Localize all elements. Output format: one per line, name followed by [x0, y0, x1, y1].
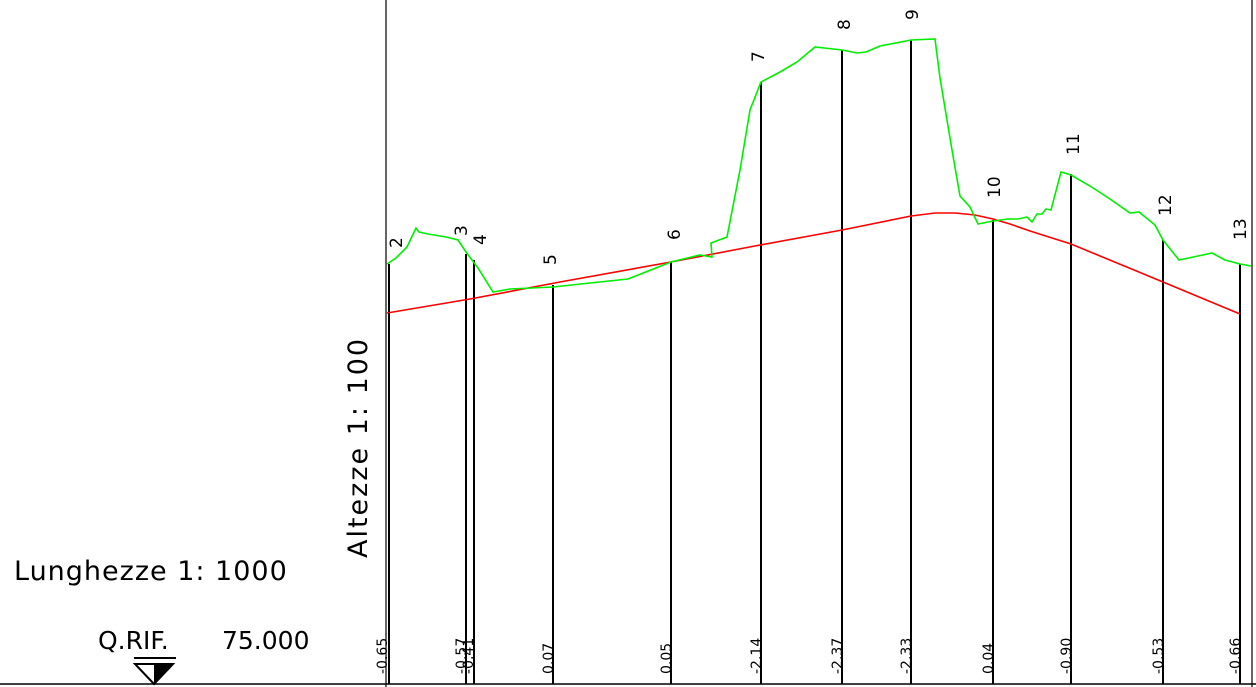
- section-number-label: 13: [1231, 218, 1251, 240]
- section-value-label: -0.53: [1151, 638, 1167, 674]
- section-number-label: 7: [749, 51, 769, 62]
- section-number-label: 9: [903, 9, 923, 20]
- section-number-label: 5: [541, 254, 561, 265]
- datum-triangle-icon: [132, 657, 176, 686]
- section-value-label: -2.37: [830, 638, 846, 674]
- reference-datum-prefix: Q.RIF.: [98, 626, 169, 655]
- section-number-label: 6: [665, 229, 685, 240]
- section-number-label: 3: [452, 225, 472, 236]
- section-value-label: -0.65: [375, 638, 391, 674]
- section-value-label: -2.14: [749, 638, 765, 674]
- section-value-label: -0.57: [454, 638, 470, 674]
- vertical-scale-label: Altezze 1: 100: [343, 337, 374, 558]
- section-number-label: 10: [985, 176, 1005, 198]
- section-value-label: -2.33: [899, 638, 915, 674]
- grade-line: [386, 212, 1241, 315]
- section-number-label: 2: [387, 237, 407, 248]
- horizontal-scale-label: Lunghezze 1: 1000: [14, 556, 288, 587]
- section-value-label: -0.41: [461, 638, 477, 674]
- section-value-label: 0.05: [659, 643, 675, 674]
- section-value-label: 0.04: [981, 643, 997, 674]
- terrain-line: [386, 38, 1252, 293]
- section-value-label: -0.66: [1228, 638, 1244, 674]
- reference-datum-value: 75.000: [222, 626, 309, 655]
- section-number-label: 12: [1156, 194, 1176, 216]
- section-number-label: 8: [835, 19, 855, 30]
- section-value-label: 0.07: [541, 643, 557, 674]
- section-lines: 2 -0.65 3 -0.57 4 -0.41 5 0.07 6 0.05 7 -2.14 8 -2.37…: [375, 9, 1251, 684]
- section-value-label: -0.90: [1059, 638, 1075, 674]
- section-number-label: 11: [1064, 133, 1084, 155]
- section-number-label: 4: [471, 234, 491, 245]
